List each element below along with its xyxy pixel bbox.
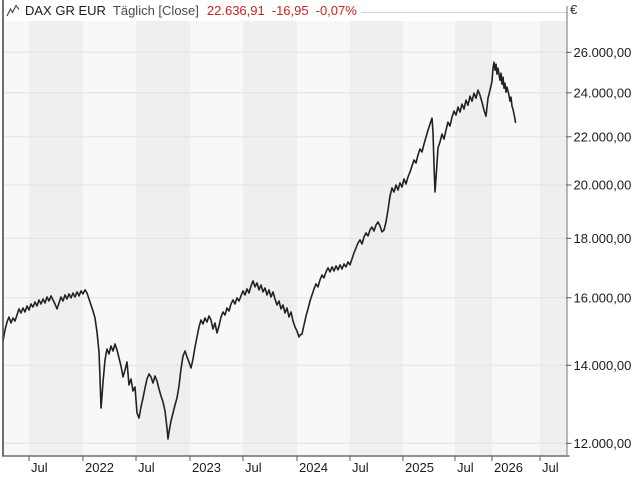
y-axis-ticks: 12.000,00 14.000,00 16.000,00 18.000,00 20.0…: [566, 45, 631, 451]
y-tick-label: 12.000,00: [574, 436, 632, 451]
x-tick-label: 2023: [192, 460, 221, 475]
symbol-name: DAX GR EUR: [25, 3, 106, 18]
y-tick-label: 26.000,00: [574, 45, 632, 60]
y-tick-label: 16.000,00: [574, 290, 632, 305]
x-tick-label: 2025: [405, 460, 434, 475]
x-tick-label: Jul: [245, 460, 262, 475]
x-tick-label: Jul: [31, 460, 48, 475]
x-tick-label: 2022: [85, 460, 114, 475]
chart-legend: DAX GR EUR Täglich [Close] 22.636,91 -16…: [6, 3, 361, 18]
interval-label: Täglich [Close]: [112, 3, 199, 18]
gridlines: [3, 51, 567, 444]
price-change: -16,95: [271, 3, 309, 18]
currency-label: €: [570, 2, 578, 17]
y-tick-label: 20.000,00: [574, 178, 632, 193]
x-tick-label: 2026: [494, 460, 523, 475]
y-tick-label: 18.000,00: [574, 231, 632, 246]
x-tick-label: 2024: [299, 460, 328, 475]
last-price: 22.636,91: [206, 3, 265, 18]
y-tick-label: 22.000,00: [574, 129, 632, 144]
y-tick-label: 14.000,00: [574, 358, 632, 373]
x-tick-label: Jul: [352, 460, 369, 475]
y-tick-label: 24.000,00: [574, 85, 632, 100]
x-tick-label: Jul: [542, 460, 559, 475]
x-tick-label: Jul: [457, 460, 474, 475]
x-tick-label: Jul: [138, 460, 155, 475]
line-chart-icon: [6, 4, 20, 17]
price-line-series: [2, 61, 517, 440]
price-change-percent: -0,07%: [315, 3, 357, 18]
x-axis-ticks: Jul 2022 Jul 2023 Jul 2024 Jul 2025 Jul 2026 Jul: [28, 456, 559, 475]
